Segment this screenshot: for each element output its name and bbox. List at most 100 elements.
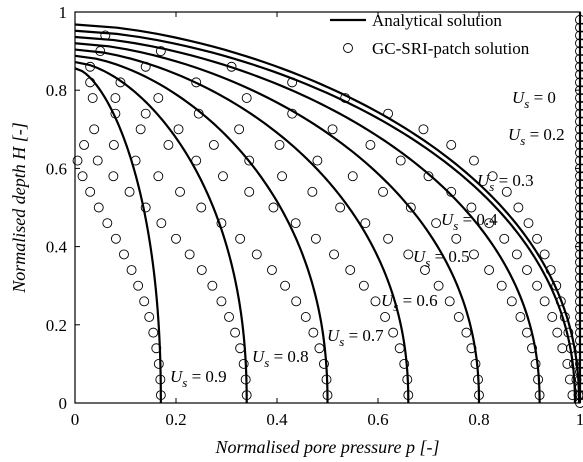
marker-point-6 <box>291 296 302 307</box>
curve-label-value: = 0.3 <box>494 171 533 190</box>
marker-point-2 <box>241 93 252 103</box>
marker-point-3 <box>85 61 96 72</box>
marker-point-6 <box>235 233 246 244</box>
marker-point-2 <box>547 312 558 322</box>
marker-point-2 <box>567 390 578 401</box>
marker-point-3 <box>469 249 479 260</box>
marker-point-8 <box>72 155 83 166</box>
marker-point-3 <box>115 77 126 88</box>
marker-point-8 <box>133 280 144 291</box>
curve-label-value: = 0.9 <box>187 367 226 386</box>
marker-point-2 <box>552 327 563 338</box>
marker-point-3 <box>405 202 416 213</box>
curve-label-subscript: s <box>339 334 344 349</box>
marker-point-5 <box>310 233 321 244</box>
curve-label-1: Us = 0.2 <box>508 125 565 148</box>
marker-point-1 <box>559 312 570 322</box>
marker-point-7 <box>224 312 234 322</box>
marker-point-5 <box>218 171 228 182</box>
marker-point-6 <box>175 186 185 197</box>
marker-point-3 <box>515 312 526 322</box>
curve-label-subscript: s <box>453 218 458 233</box>
marker-point-4 <box>360 218 371 229</box>
marker-point-5 <box>191 155 202 166</box>
marker-point-7 <box>171 233 181 244</box>
curve-label-value: = 0.7 <box>344 326 384 345</box>
marker-point-1 <box>155 46 166 57</box>
curve-label-5: Us = 0.6 <box>381 291 438 314</box>
x-axis-label: Normalised pore pressure p [-] <box>215 437 440 457</box>
curve-label-subscript: s <box>182 375 187 390</box>
curve-label-6: Us = 0.7 <box>327 326 384 349</box>
marker-point-2 <box>287 108 298 119</box>
marker-point-6 <box>251 249 262 260</box>
curve-label-2: Us = 0.3 <box>477 171 534 194</box>
marker-point-1 <box>501 186 512 197</box>
curve-label-symbol: U <box>381 291 395 310</box>
marker-point-7 <box>79 139 90 150</box>
tick-labels: 0 0.2 0.4 0.6 0.8 1 0 0.2 0.4 0.6 0.8 1 <box>46 3 583 429</box>
marker-point-2 <box>423 171 434 182</box>
marker-point-7 <box>240 374 251 385</box>
marker-point-7 <box>216 296 227 307</box>
marker-point-5 <box>394 343 405 354</box>
y-tick-label: 0.2 <box>46 316 67 335</box>
marker-point-2 <box>557 343 568 354</box>
x-tick-label: 0 <box>71 410 80 429</box>
marker-point-4 <box>110 93 121 103</box>
marker-point-2 <box>446 186 457 197</box>
marker-point-7 <box>184 249 195 260</box>
y-tick-label: 0 <box>59 394 68 413</box>
marker-point-1 <box>446 139 457 150</box>
marker-point-2 <box>140 61 151 72</box>
curve-label-subscript: s <box>425 255 430 270</box>
marker-point-5 <box>403 390 414 401</box>
marker-point-1 <box>555 296 566 307</box>
marker-point-8 <box>119 249 129 260</box>
marker-point-4 <box>470 358 481 369</box>
marker-point-3 <box>312 155 323 166</box>
marker-point-8 <box>155 390 166 401</box>
marker-point-8 <box>153 358 164 369</box>
marker-point-6 <box>308 327 319 338</box>
marker-point-1 <box>551 280 562 291</box>
marker-point-4 <box>140 108 151 119</box>
marker-point-4 <box>420 265 430 276</box>
marker-point-7 <box>92 155 103 166</box>
marker-point-3 <box>193 108 204 119</box>
marker-point-4 <box>244 155 255 166</box>
marker-point-6 <box>319 358 329 369</box>
marker-point-5 <box>402 374 413 385</box>
curve-label-0: Us = 0 <box>512 88 556 111</box>
curve-label-subscript: s <box>489 179 494 194</box>
marker-point-3 <box>527 343 537 354</box>
marker-point-1 <box>487 171 498 182</box>
analytical-curve-5 <box>74 48 410 404</box>
marker-point-6 <box>89 124 100 135</box>
y-axis-label: Normalised depth H [-] <box>9 122 29 294</box>
marker-point-4 <box>403 249 414 260</box>
marker-point-1 <box>532 233 543 244</box>
legend: Analytical solution GC-SRI-patch solution <box>330 11 530 58</box>
x-tick-label: 0.2 <box>165 410 186 429</box>
marker-point-1 <box>418 124 429 135</box>
marker-point-4 <box>173 124 184 135</box>
curve-label-symbol: U <box>252 347 266 366</box>
marker-point-5 <box>380 312 391 322</box>
curve-label-8: Us = 0.9 <box>170 367 227 390</box>
marker-point-7 <box>207 280 218 291</box>
marker-point-4 <box>453 312 464 322</box>
marker-point-7 <box>156 218 167 229</box>
marker-point-4 <box>208 139 219 150</box>
curve-label-value: = 0.4 <box>458 210 498 229</box>
marker-point-1 <box>469 155 479 166</box>
marker-point-3 <box>378 186 388 197</box>
marker-point-2 <box>532 280 543 291</box>
curve-label-symbol: U <box>477 171 491 190</box>
curve-labels: Us = 0Us = 0.2Us = 0.3Us = 0.4Us = 0.5Us… <box>170 88 565 390</box>
marker-point-1 <box>340 93 351 103</box>
marker-point-4 <box>466 343 477 354</box>
marker-point-2 <box>395 155 406 166</box>
marker-point-1 <box>383 108 394 119</box>
y-tick-label: 0.8 <box>46 81 67 100</box>
